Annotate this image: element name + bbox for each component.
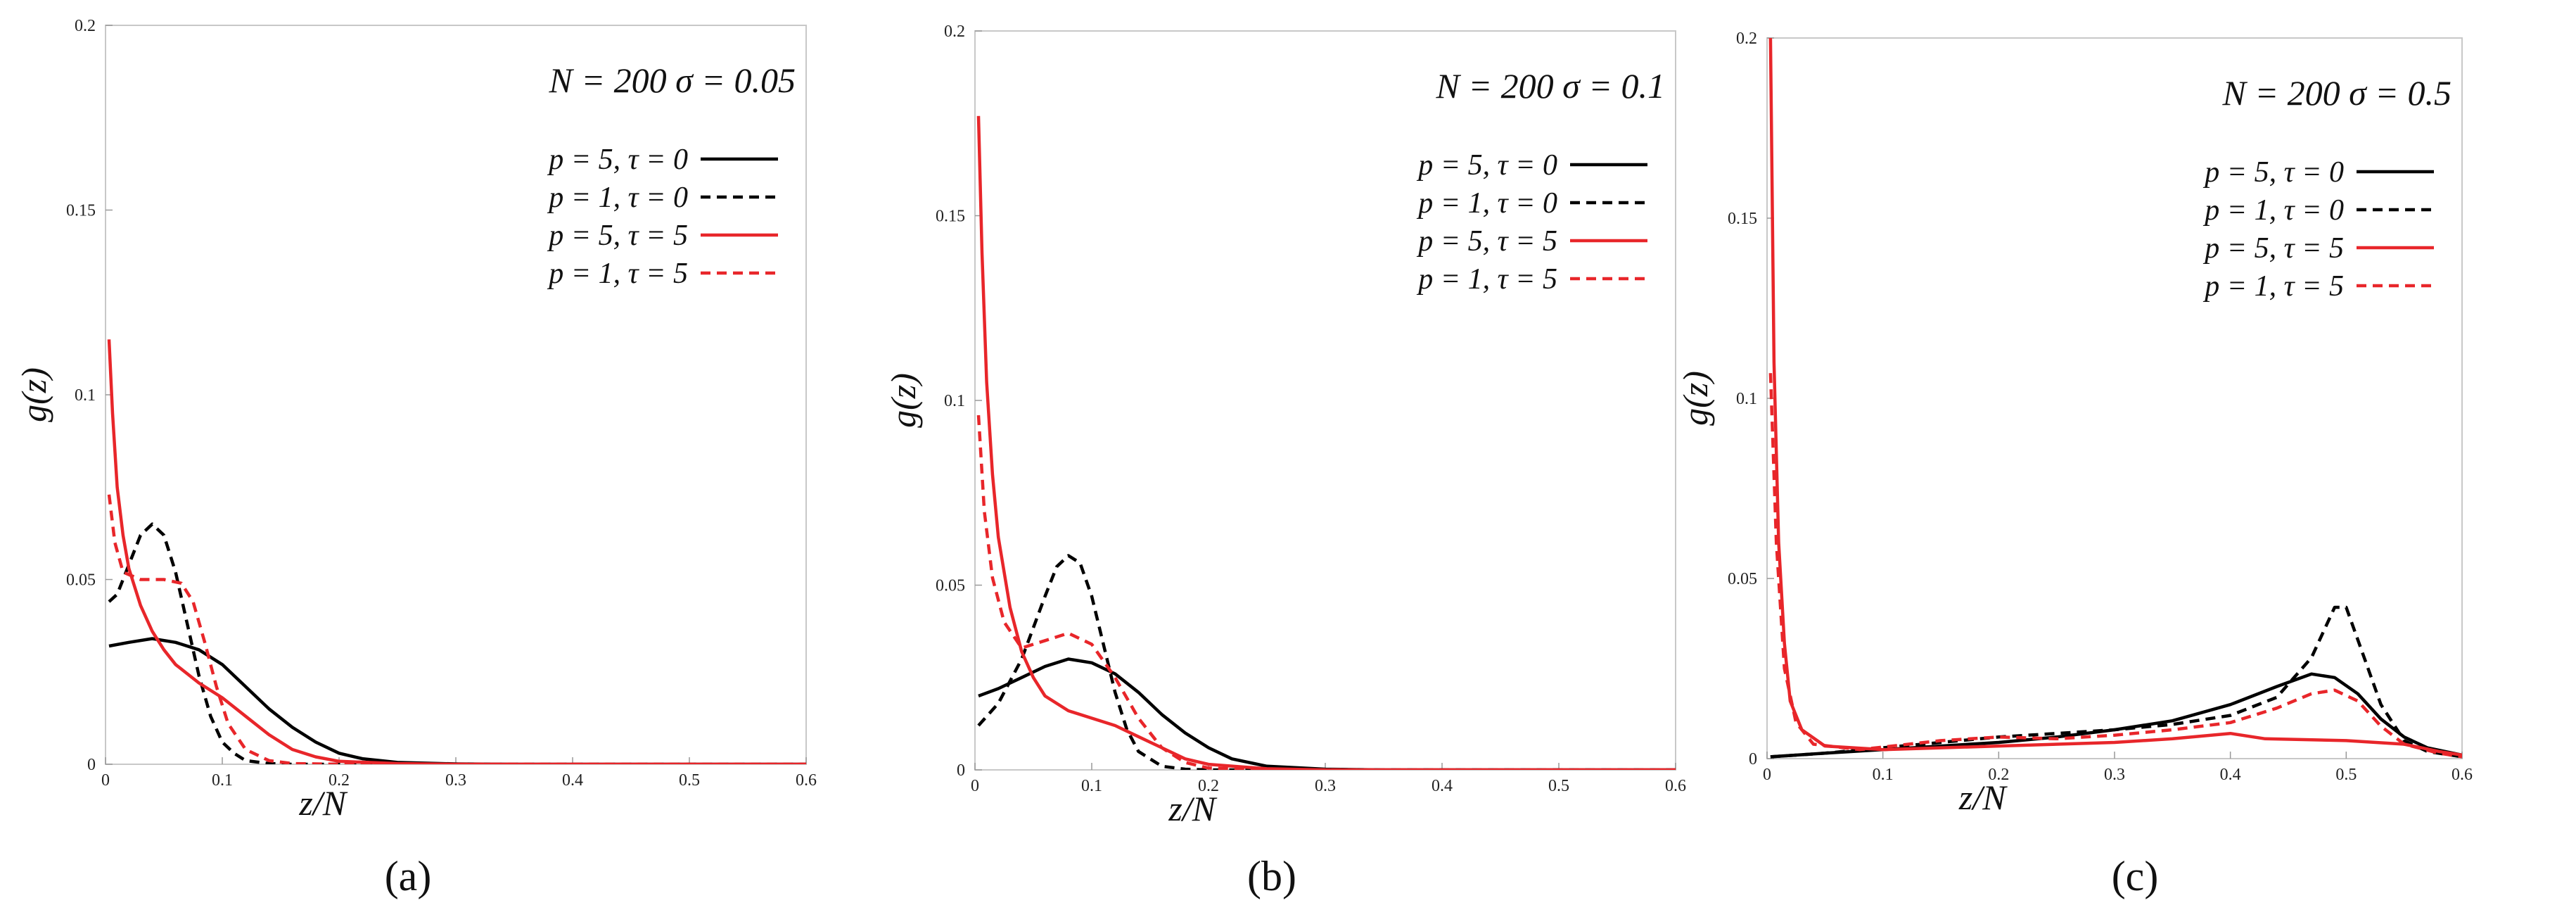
series-line-1 xyxy=(1770,672,2462,759)
x-tick-label: 0 xyxy=(1763,766,1771,784)
series-line-2 xyxy=(1770,605,2462,759)
series-line-4 xyxy=(976,414,1676,770)
x-axis-label: z/N xyxy=(1958,778,2008,817)
x-tick-label: 0.5 xyxy=(2335,766,2357,784)
series-line-4 xyxy=(1768,373,2462,759)
y-tick-label: 0 xyxy=(87,756,96,774)
legend-label: p = 1, τ = 0 xyxy=(1416,187,1557,220)
legend-label: p = 5, τ = 0 xyxy=(1416,149,1557,182)
x-tick-label: 0.5 xyxy=(1548,777,1569,795)
series-line-2 xyxy=(977,554,1676,770)
x-tick-label: 0.6 xyxy=(2451,766,2473,784)
x-tick-label: 0.3 xyxy=(2104,766,2125,784)
chart-panel-1: 0 0.1 0.2 0.3 0.4 0.5 0.600.050.10.150.2z/Ng(z… xyxy=(14,17,817,899)
x-tick-label: 0.1 xyxy=(1873,766,1894,784)
y-axis-label: g(z) xyxy=(1676,371,1715,426)
x-axis-label: z/N xyxy=(1168,789,1217,828)
y-axis-label: g(z) xyxy=(884,373,923,428)
legend-label: p = 5, τ = 0 xyxy=(547,144,688,176)
legend-label: p = 1, τ = 5 xyxy=(1416,263,1557,296)
x-tick-label: 0 xyxy=(971,777,979,795)
chart-title: N = 200 σ = 0.1 xyxy=(1436,66,1666,106)
y-tick-label: 0.1 xyxy=(944,392,965,410)
legend-label: p = 1, τ = 5 xyxy=(2202,270,2344,303)
x-tick-label: 0.5 xyxy=(679,771,700,790)
y-tick-label: 0.15 xyxy=(66,202,96,220)
x-tick-label: 0.2 xyxy=(1988,766,2009,784)
y-tick-label: 0 xyxy=(957,761,965,780)
x-axis-label: z/N xyxy=(298,783,347,823)
chart-title: N = 200 σ = 0.05 xyxy=(549,61,796,100)
chart-panel-3: 0 0.1 0.2 0.3 0.4 0.5 0.600.050.10.150.2z/Ng(z… xyxy=(1676,30,2473,899)
x-tick-label: 0.4 xyxy=(562,771,583,790)
legend-label: p = 1, τ = 5 xyxy=(547,258,688,290)
series-line-3 xyxy=(976,115,1676,770)
legend-label: p = 1, τ = 0 xyxy=(2202,194,2344,227)
x-tick-label: 0.2 xyxy=(329,771,350,790)
y-tick-label: 0.05 xyxy=(1728,570,1757,588)
y-tick-label: 0.1 xyxy=(1736,390,1757,408)
x-tick-label: 0.2 xyxy=(1198,777,1219,795)
y-tick-label: 0.15 xyxy=(936,208,965,226)
chart-panel-2: 0 0.1 0.2 0.3 0.4 0.5 0.600.050.10.150.2z/Ng(z… xyxy=(884,23,1686,899)
x-tick-label: 0 xyxy=(101,771,110,790)
legend-label: p = 5, τ = 5 xyxy=(2202,232,2344,265)
series-line-3 xyxy=(1768,38,2462,757)
legend-label: p = 5, τ = 0 xyxy=(2202,156,2344,189)
y-tick-label: 0.2 xyxy=(1736,30,1757,48)
series-line-2 xyxy=(108,522,806,764)
x-tick-label: 0.6 xyxy=(1665,777,1686,795)
y-tick-label: 0.15 xyxy=(1728,210,1757,228)
panel-label: (a) xyxy=(385,853,432,899)
plot-frame xyxy=(105,25,807,765)
y-axis-label: g(z) xyxy=(14,367,53,422)
series-line-1 xyxy=(108,637,806,764)
panel-label: (c) xyxy=(2112,853,2159,899)
y-tick-label: 0 xyxy=(1749,750,1757,768)
x-tick-label: 0.3 xyxy=(445,771,466,790)
y-tick-label: 0.2 xyxy=(75,17,96,35)
x-tick-label: 0.4 xyxy=(1432,777,1453,795)
y-tick-label: 0.05 xyxy=(66,571,96,590)
x-tick-label: 0.4 xyxy=(2220,766,2241,784)
legend-label: p = 1, τ = 0 xyxy=(547,182,688,214)
series-line-1 xyxy=(978,657,1676,770)
x-tick-label: 0.6 xyxy=(796,771,817,790)
series-line-4 xyxy=(107,494,806,764)
plot-frame xyxy=(974,30,1676,771)
panel-label: (b) xyxy=(1247,853,1296,899)
plot-frame xyxy=(1766,37,2463,759)
y-tick-label: 0.1 xyxy=(75,386,96,405)
chart-title: N = 200 σ = 0.5 xyxy=(2222,73,2452,113)
legend-label: p = 5, τ = 5 xyxy=(1416,225,1557,258)
y-tick-label: 0.05 xyxy=(936,577,965,595)
y-tick-label: 0.2 xyxy=(944,23,965,41)
x-tick-label: 0.1 xyxy=(212,771,233,790)
x-tick-label: 0.3 xyxy=(1315,777,1336,795)
legend-label: p = 5, τ = 5 xyxy=(547,220,688,252)
series-line-3 xyxy=(107,339,806,764)
x-tick-label: 0.1 xyxy=(1081,777,1102,795)
